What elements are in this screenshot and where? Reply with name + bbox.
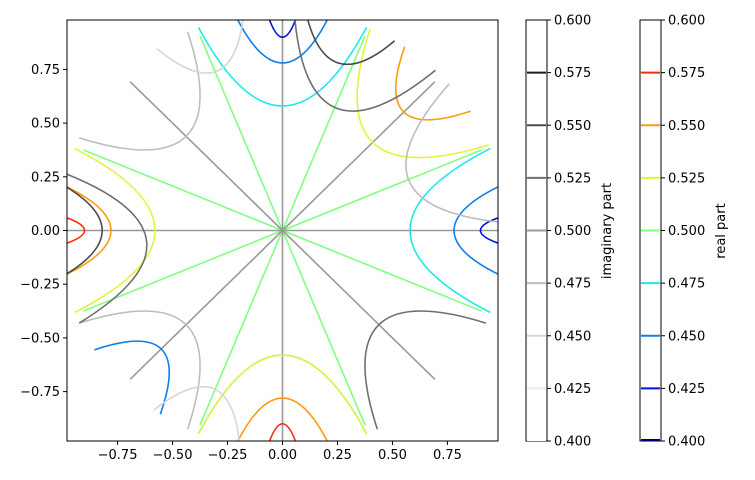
x-tick-label: −0.50 (153, 448, 193, 463)
x-tick-label: −0.75 (98, 448, 138, 463)
y-tick-label: 0.75 (31, 63, 60, 78)
contour-real-0p45-arc-1 (453, 186, 498, 275)
x-tick-label: 0.75 (433, 448, 462, 463)
contour-real-0p5-spoke-7 (282, 229, 482, 312)
contour-real-0p45-arc-0 (236, 20, 329, 64)
contour-real-0p5-spoke-3 (83, 149, 283, 232)
contour-real-0p5-spoke-2 (199, 35, 284, 231)
colorbar-real-tick-label: 0.550 (668, 119, 705, 134)
contour-real-0p45-arc-2 (94, 340, 170, 415)
colorbar-imaginary-tick-label: 0.600 (554, 14, 591, 29)
contour-real-0p425-arc-1 (479, 217, 498, 244)
y-tick-label: −0.75 (20, 385, 60, 400)
contour-real-0p475-arc-0 (197, 26, 368, 107)
contour-imaginary-0p475-arc-1 (78, 310, 201, 430)
contour-real-0p5-spoke-4 (83, 229, 283, 312)
colorbar-imaginary-tick-label: 0.500 (554, 224, 591, 239)
contour-imaginary-0p525-arc-1 (67, 173, 148, 324)
contour-real-0p5-spoke-5 (199, 230, 284, 426)
contour-real-0p5-spoke-0 (282, 149, 482, 232)
x-tick-label: −0.25 (208, 448, 248, 463)
y-tick-label: 0.25 (31, 170, 60, 185)
contour-real-0p55-arc-0 (395, 46, 471, 121)
y-tick-label: −0.25 (20, 278, 60, 293)
colorbar-real-tick-label: 0.575 (668, 66, 705, 81)
contour-real-0p575-arc-0 (67, 217, 86, 244)
colorbar-real-label: real part (714, 203, 729, 258)
contour-imaginary-0p45-arc-1 (153, 385, 240, 441)
contour-real-0p475-arc-2 (409, 147, 491, 314)
colorbar-real-tick-label: 0.525 (668, 171, 705, 186)
contour-imaginary-0p55-arc-0 (307, 20, 396, 66)
y-tick-label: 0.50 (31, 117, 60, 132)
colorbar-imaginary-tick-label: 0.400 (554, 435, 591, 450)
colorbar-imaginary-part: 0.600 0.575 0.550 0.525 0.500 0.475 0.450 0.425… (525, 14, 615, 450)
contour-real-0p55-arc-2 (236, 397, 329, 441)
contour-imaginary-0p525-arc-2 (364, 310, 487, 430)
x-axis: −0.75 −0.50 −0.25 0.00 0.25 0.50 0.75 (98, 441, 462, 463)
contour-imaginary-0p525-arc-0 (294, 20, 436, 112)
contour-real-0p5-spoke-1 (281, 35, 366, 231)
contour-imaginary-0p5-spoke-7 (281, 229, 436, 380)
colorbar-imaginary-tick-label: 0.575 (554, 66, 591, 81)
contour-imaginary-0p5-spoke-1 (281, 81, 436, 232)
colorbar-imaginary-tick-label: 0.475 (554, 277, 591, 292)
contour-imaginary-0p475-arc-0 (78, 31, 201, 151)
colorbar-imaginary-tick-label: 0.525 (554, 171, 591, 186)
contour-real-0p525-arc-0 (356, 28, 490, 159)
plot-area: −0.75 −0.50 −0.25 0.00 0.25 0.50 0.75 −0.75−0.… (20, 19, 499, 463)
colorbar-real-part: 0.600 0.575 0.550 0.525 0.500 0.475 0.450 0.425… (639, 14, 729, 450)
colorbar-imaginary-tick-label: 0.425 (554, 382, 591, 397)
contour-real-0p525-arc-1 (74, 147, 156, 314)
y-tick-label: −0.50 (20, 331, 60, 346)
contour-real-0p55-arc-1 (67, 186, 112, 275)
colorbar-real-tick-label: 0.400 (668, 435, 705, 450)
x-tick-label: 0.00 (268, 448, 297, 463)
colorbar-real-tick-label: 0.600 (668, 14, 705, 29)
contour-imaginary-0p45-arc-0 (156, 20, 244, 74)
colorbar-real-tick-label: 0.450 (668, 329, 705, 344)
contour-real-0p5-spoke-6 (281, 230, 366, 426)
colorbar-real-tick-label: 0.475 (668, 277, 705, 292)
x-tick-label: 0.25 (323, 448, 352, 463)
y-axis: −0.75 −0.50 −0.25 0.00 0.25 0.50 0.75 (20, 63, 67, 400)
x-tick-label: 0.50 (378, 448, 407, 463)
colorbar-imaginary-label: imaginary part (600, 183, 615, 279)
colorbar-real-tick-label: 0.500 (668, 224, 705, 239)
contour-lines (67, 20, 498, 441)
contour-imaginary-0p55-arc-1 (67, 186, 103, 275)
colorbar-real-tick-label: 0.425 (668, 382, 705, 397)
contour-imaginary-0p5-spoke-3 (129, 81, 284, 232)
y-tick-label: 0.00 (31, 224, 60, 239)
colorbar-imaginary-tick-label: 0.450 (554, 329, 591, 344)
colorbar-imaginary-tick-label: 0.550 (554, 119, 591, 134)
contour-imaginary-0p475-arc-2 (405, 83, 498, 223)
contour-real-0p525-arc-2 (197, 354, 368, 435)
contour-imaginary-0p5-spoke-5 (129, 229, 284, 380)
